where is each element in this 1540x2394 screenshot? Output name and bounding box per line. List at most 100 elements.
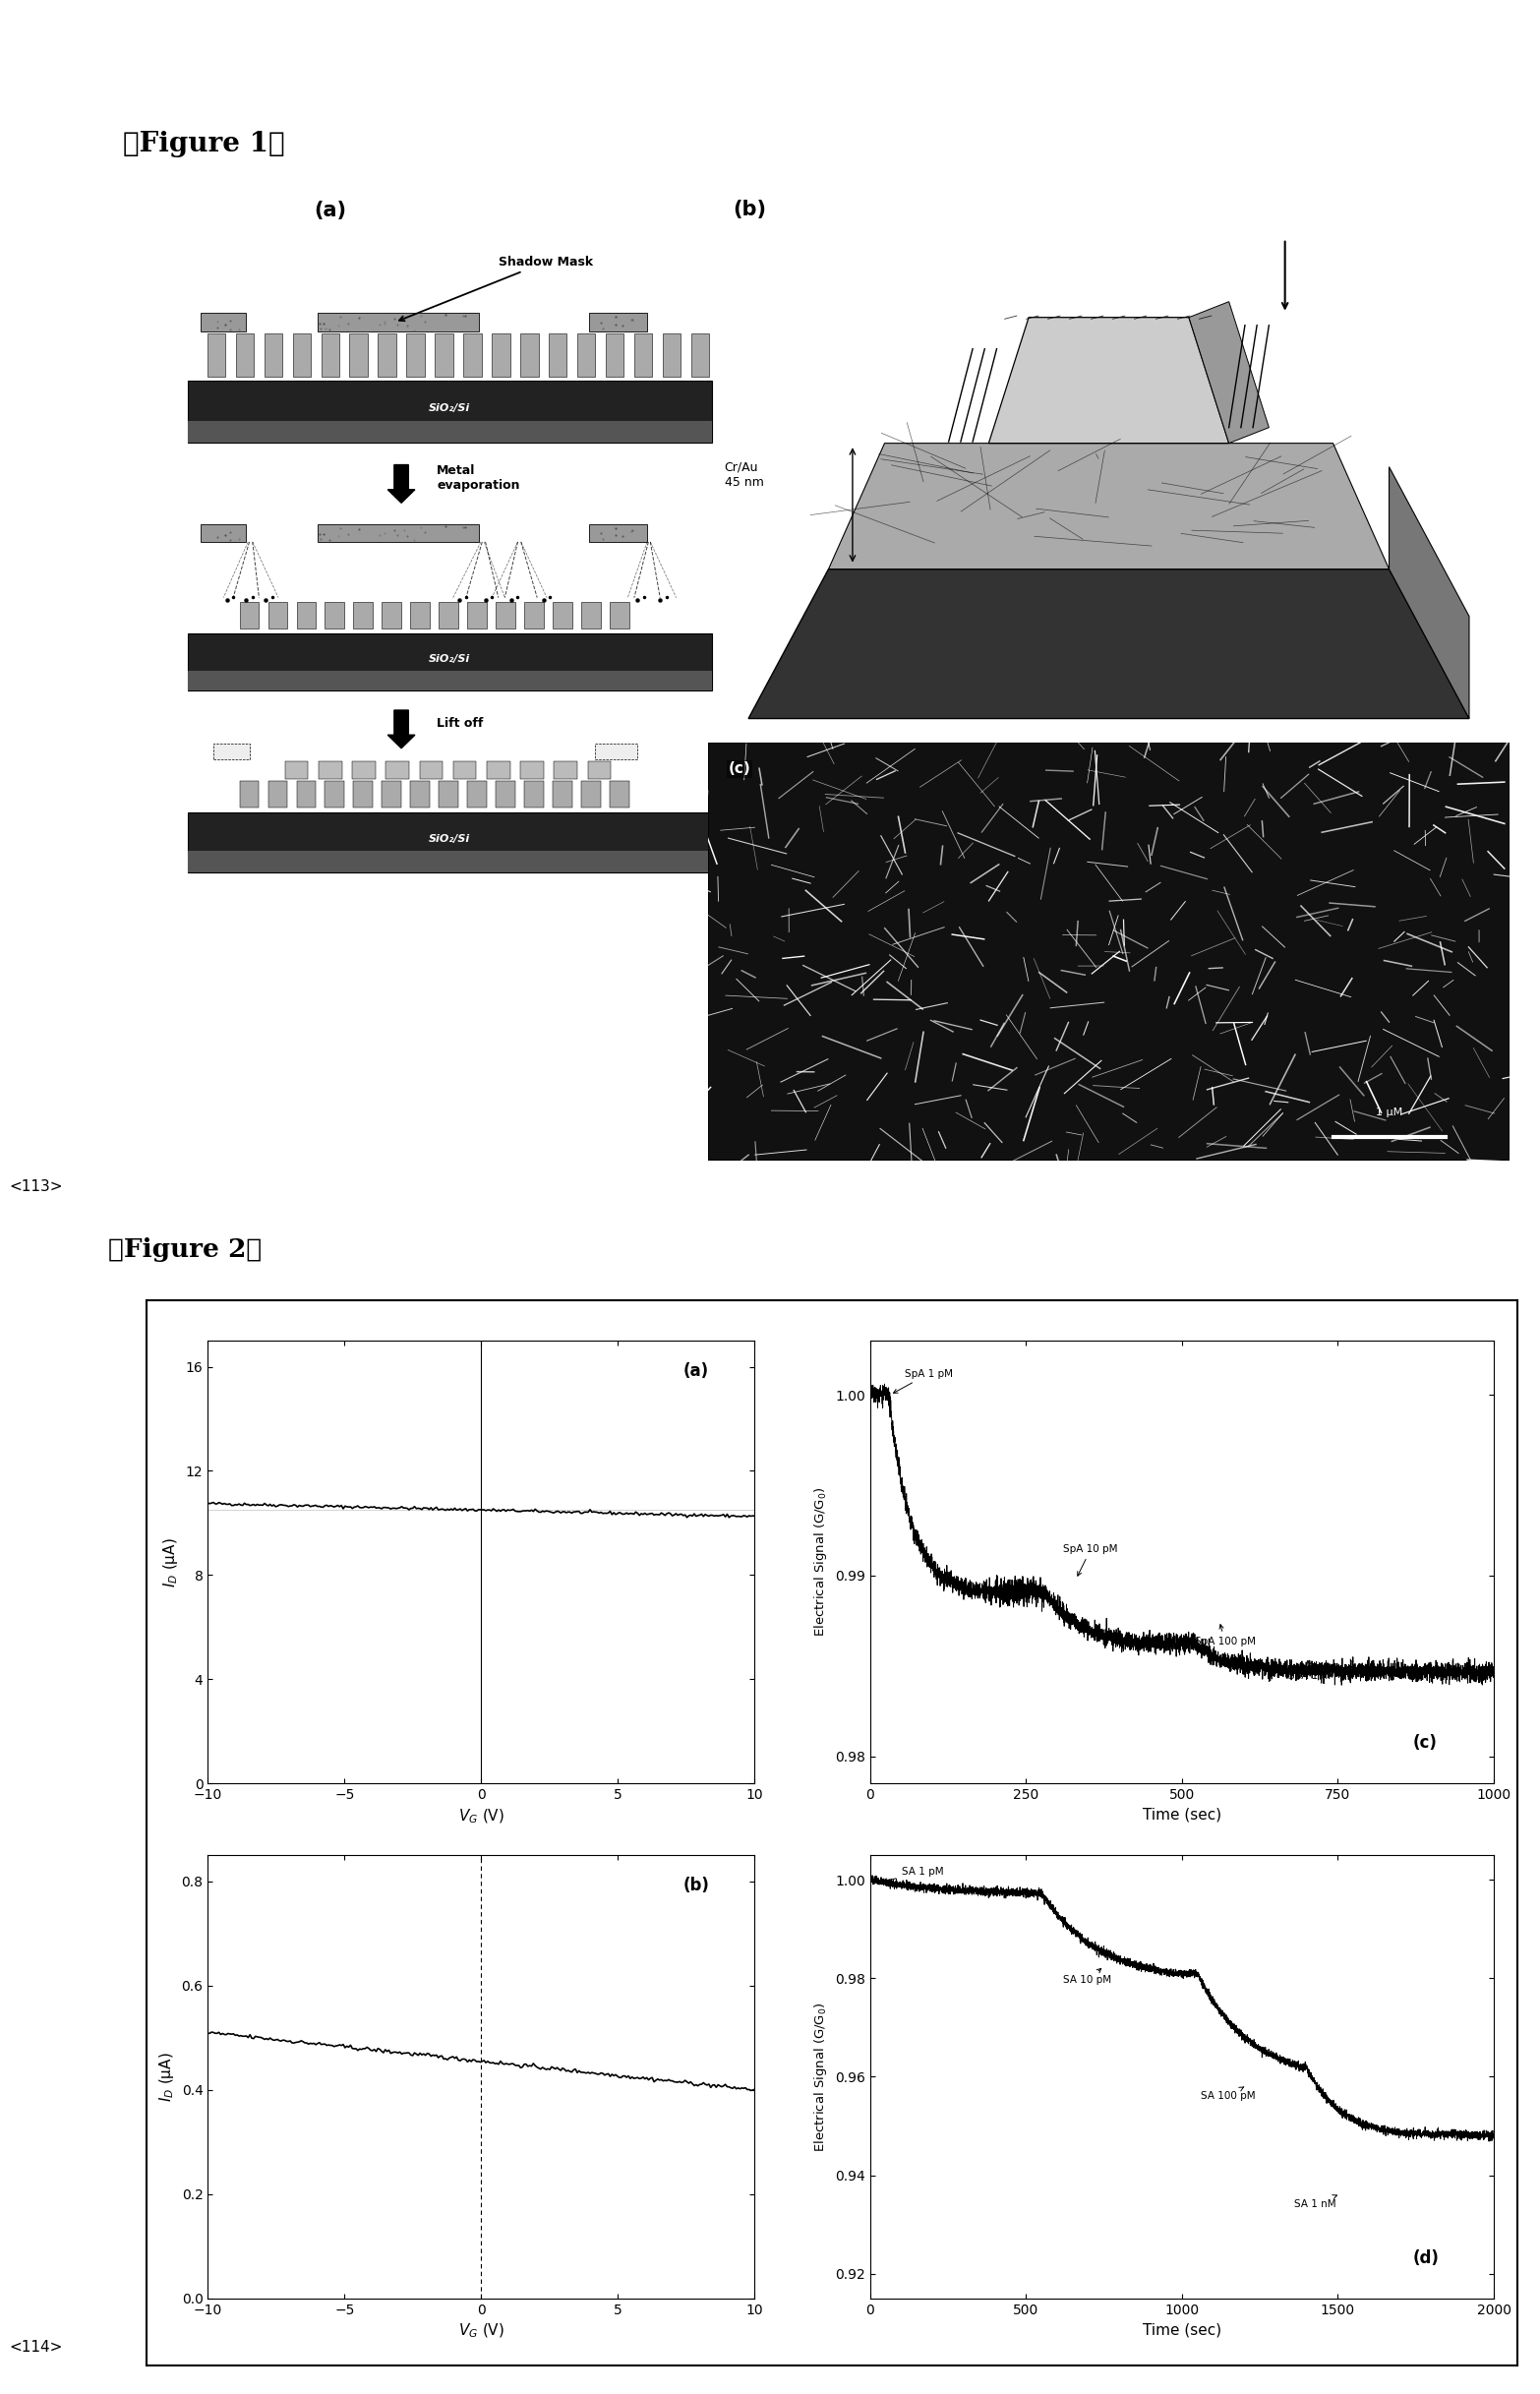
Bar xyxy=(581,601,601,630)
Bar xyxy=(317,524,479,541)
Text: SA 1 nM: SA 1 nM xyxy=(1294,2195,1337,2210)
Bar xyxy=(297,601,316,630)
Text: 【Figure 1】: 【Figure 1】 xyxy=(123,129,285,158)
Bar xyxy=(188,812,711,871)
Bar xyxy=(439,780,459,807)
Bar xyxy=(200,314,246,333)
Bar xyxy=(524,601,544,630)
Bar xyxy=(407,333,425,376)
Text: (b): (b) xyxy=(684,1877,710,1894)
Bar xyxy=(634,333,653,376)
Text: SA 100 pM: SA 100 pM xyxy=(1201,2088,1255,2102)
Bar xyxy=(285,761,308,780)
Bar xyxy=(439,601,459,630)
Bar xyxy=(662,333,681,376)
Text: SiO₂/Si: SiO₂/Si xyxy=(430,654,471,663)
Bar xyxy=(578,333,596,376)
Text: Lift off: Lift off xyxy=(437,718,484,730)
Bar xyxy=(467,780,487,807)
Bar xyxy=(524,780,544,807)
Bar xyxy=(387,761,410,780)
Y-axis label: $I_D$ (µA): $I_D$ (µA) xyxy=(157,2052,176,2102)
Bar xyxy=(410,601,430,630)
X-axis label: $V_G$ (V): $V_G$ (V) xyxy=(459,2322,504,2341)
Bar xyxy=(240,780,259,807)
Bar xyxy=(548,333,567,376)
Bar xyxy=(491,333,510,376)
X-axis label: $V_G$ (V): $V_G$ (V) xyxy=(459,1807,504,1827)
Bar xyxy=(268,601,288,630)
Bar xyxy=(377,333,396,376)
Bar xyxy=(317,314,479,333)
FancyBboxPatch shape xyxy=(596,745,638,759)
Text: (c): (c) xyxy=(1412,1733,1437,1752)
Bar xyxy=(419,761,442,780)
FancyBboxPatch shape xyxy=(214,745,249,759)
Y-axis label: $I_D$ (µA): $I_D$ (µA) xyxy=(162,1537,180,1587)
Text: SiO₂/Si: SiO₂/Si xyxy=(430,833,471,845)
Polygon shape xyxy=(748,570,1469,718)
X-axis label: Time (sec): Time (sec) xyxy=(1143,2322,1221,2337)
Text: Cr/Au
45 nm: Cr/Au 45 nm xyxy=(724,462,764,488)
Bar xyxy=(188,632,711,689)
Bar xyxy=(265,333,282,376)
Text: SpA 1 pM: SpA 1 pM xyxy=(893,1369,953,1393)
Bar xyxy=(240,601,259,630)
FancyArrow shape xyxy=(388,464,414,503)
Text: SA 10 pM: SA 10 pM xyxy=(1064,1968,1112,1985)
Bar xyxy=(496,780,516,807)
Bar xyxy=(487,761,510,780)
Bar xyxy=(554,761,578,780)
Bar xyxy=(319,761,342,780)
Bar xyxy=(188,381,711,443)
Bar xyxy=(354,780,373,807)
Text: SA 1 pM: SA 1 pM xyxy=(882,1867,942,1882)
Bar xyxy=(610,780,628,807)
Text: (c): (c) xyxy=(728,761,752,776)
Bar xyxy=(297,780,316,807)
Bar xyxy=(610,601,628,630)
Bar xyxy=(605,333,624,376)
Bar xyxy=(588,524,647,541)
Bar xyxy=(325,601,345,630)
Bar xyxy=(188,421,711,443)
Bar xyxy=(691,333,710,376)
Polygon shape xyxy=(989,318,1229,443)
Bar xyxy=(581,780,601,807)
X-axis label: Time (sec): Time (sec) xyxy=(1143,1807,1221,1822)
Polygon shape xyxy=(829,443,1389,570)
Text: 【Figure 2】: 【Figure 2】 xyxy=(108,1238,262,1262)
Bar xyxy=(208,333,225,376)
Y-axis label: Electrical Signal (G/G$_0$): Electrical Signal (G/G$_0$) xyxy=(813,1487,830,1637)
Bar xyxy=(467,601,487,630)
Text: Shadow Mask: Shadow Mask xyxy=(399,256,593,321)
Bar xyxy=(325,780,345,807)
Bar xyxy=(293,333,311,376)
Bar xyxy=(496,601,516,630)
Bar xyxy=(434,333,453,376)
Bar xyxy=(236,333,254,376)
Bar xyxy=(268,780,288,807)
Bar xyxy=(382,780,402,807)
Y-axis label: Electrical Signal (G/G$_0$): Electrical Signal (G/G$_0$) xyxy=(813,2001,830,2152)
Bar xyxy=(410,780,430,807)
Text: SpA 10 pM: SpA 10 pM xyxy=(1064,1544,1118,1575)
Polygon shape xyxy=(1389,467,1469,718)
Bar xyxy=(354,601,373,630)
Text: (a): (a) xyxy=(684,1362,710,1379)
Bar xyxy=(521,761,544,780)
Text: <114>: <114> xyxy=(9,2339,63,2356)
Text: SiO₂/Si: SiO₂/Si xyxy=(430,405,471,414)
Text: SpA 100 pM: SpA 100 pM xyxy=(1195,1626,1255,1647)
Bar xyxy=(350,333,368,376)
Bar xyxy=(553,601,571,630)
Bar xyxy=(188,852,711,871)
Bar xyxy=(453,761,476,780)
Text: (b): (b) xyxy=(733,199,765,220)
Text: 1 μM: 1 μM xyxy=(1375,1108,1403,1118)
Text: SpA 1 nM: SpA 1 nM xyxy=(1287,1661,1337,1681)
Bar xyxy=(353,761,376,780)
Bar xyxy=(322,333,339,376)
Bar xyxy=(464,333,482,376)
FancyArrow shape xyxy=(388,711,414,749)
